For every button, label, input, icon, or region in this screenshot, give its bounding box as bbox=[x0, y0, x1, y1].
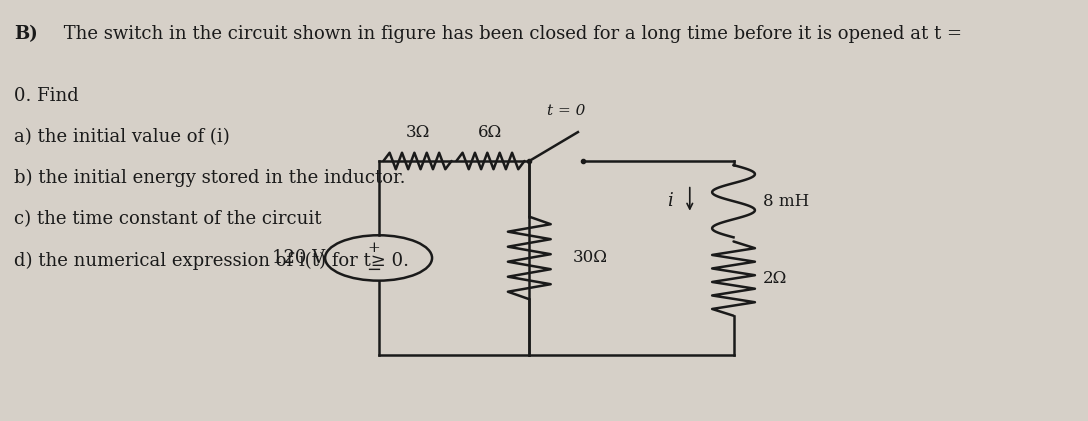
Text: −: − bbox=[367, 261, 381, 279]
Text: 8 mH: 8 mH bbox=[763, 193, 809, 210]
Text: b) the initial energy stored in the inductor.: b) the initial energy stored in the indu… bbox=[14, 169, 406, 187]
Text: 30Ω: 30Ω bbox=[573, 250, 608, 266]
Text: t = 0: t = 0 bbox=[546, 104, 585, 118]
Text: i: i bbox=[667, 192, 673, 210]
Text: The switch in the circuit shown in figure has been closed for a long time before: The switch in the circuit shown in figur… bbox=[58, 25, 962, 43]
Text: 120 V: 120 V bbox=[272, 249, 325, 267]
Text: d) the numerical expression of i(t) for t≥ 0.: d) the numerical expression of i(t) for … bbox=[14, 252, 409, 270]
Text: B): B) bbox=[14, 25, 38, 43]
Text: 0. Find: 0. Find bbox=[14, 87, 78, 105]
Text: 3Ω: 3Ω bbox=[406, 124, 430, 141]
Text: c) the time constant of the circuit: c) the time constant of the circuit bbox=[14, 210, 321, 229]
Text: +: + bbox=[368, 241, 380, 255]
Text: a) the initial value of (i): a) the initial value of (i) bbox=[14, 128, 230, 146]
Text: 2Ω: 2Ω bbox=[763, 270, 787, 287]
Text: 6Ω: 6Ω bbox=[479, 124, 503, 141]
